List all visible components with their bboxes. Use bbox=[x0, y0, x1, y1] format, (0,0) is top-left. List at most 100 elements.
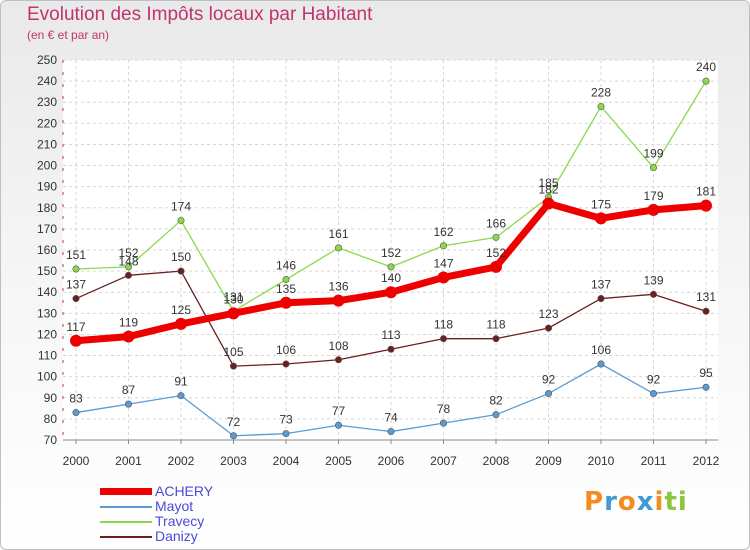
data-point-danizy bbox=[334, 356, 342, 364]
data-label-danizy: 131 bbox=[696, 290, 716, 304]
data-label-mayot: 82 bbox=[489, 394, 503, 408]
data-point-mayot bbox=[702, 383, 710, 391]
data-point-travecy bbox=[492, 233, 500, 241]
data-point-achery bbox=[647, 203, 660, 216]
data-label-travecy: 161 bbox=[328, 227, 348, 241]
y-tick-label: 130 bbox=[37, 306, 57, 320]
y-tick-label: 90 bbox=[44, 391, 58, 405]
legend-label: Danizy bbox=[155, 528, 198, 544]
y-tick-label: 70 bbox=[44, 433, 58, 447]
data-label-danizy: 123 bbox=[538, 307, 558, 321]
legend-swatch bbox=[100, 506, 152, 508]
data-point-danizy bbox=[492, 335, 500, 343]
data-label-danizy: 118 bbox=[486, 318, 505, 332]
data-point-achery bbox=[700, 199, 712, 212]
y-tick-label: 220 bbox=[37, 116, 57, 130]
data-label-mayot: 87 bbox=[122, 383, 136, 397]
data-label-achery: 135 bbox=[276, 282, 296, 296]
x-tick-label: 2000 bbox=[63, 454, 90, 468]
y-tick-label: 160 bbox=[37, 243, 57, 257]
data-label-danizy: 150 bbox=[171, 250, 191, 264]
x-tick-label: 2006 bbox=[378, 454, 405, 468]
data-point-achery bbox=[437, 271, 450, 284]
data-point-danizy bbox=[439, 335, 447, 343]
data-label-achery: 140 bbox=[381, 271, 401, 285]
data-label-travecy: 131 bbox=[223, 290, 243, 304]
data-point-achery bbox=[122, 330, 135, 343]
legend-swatch bbox=[100, 488, 152, 495]
x-tick-label: 2007 bbox=[430, 454, 457, 468]
data-point-achery bbox=[175, 317, 187, 330]
data-point-danizy bbox=[544, 324, 552, 332]
data-label-mayot: 77 bbox=[332, 404, 346, 418]
y-tick-label: 100 bbox=[37, 370, 57, 384]
data-point-achery bbox=[490, 260, 502, 273]
data-label-achery: 136 bbox=[328, 280, 348, 294]
data-label-travecy: 228 bbox=[591, 85, 611, 99]
data-point-mayot bbox=[492, 411, 500, 419]
y-tick-label: 240 bbox=[37, 74, 57, 88]
data-point-mayot bbox=[597, 360, 605, 368]
data-label-danizy: 106 bbox=[276, 343, 296, 357]
y-tick-label: 250 bbox=[37, 53, 57, 67]
data-point-danizy bbox=[282, 360, 290, 368]
data-point-travecy bbox=[72, 265, 80, 273]
data-label-danizy: 137 bbox=[591, 278, 611, 292]
legend-swatch bbox=[100, 521, 152, 523]
y-tick-label: 140 bbox=[37, 285, 57, 299]
x-tick-label: 2001 bbox=[115, 454, 142, 468]
legend-label: Travecy bbox=[155, 513, 205, 529]
data-point-mayot bbox=[282, 430, 290, 438]
data-point-achery bbox=[227, 307, 240, 320]
data-label-mayot: 73 bbox=[279, 413, 293, 427]
data-label-achery: 182 bbox=[538, 183, 558, 197]
data-label-mayot: 92 bbox=[647, 373, 661, 387]
y-tick-label: 110 bbox=[38, 349, 57, 363]
y-tick-label: 180 bbox=[37, 201, 57, 215]
data-point-mayot bbox=[387, 428, 395, 436]
data-point-mayot bbox=[72, 409, 80, 417]
data-label-travecy: 152 bbox=[118, 246, 138, 260]
data-point-travecy bbox=[387, 263, 395, 271]
data-point-danizy bbox=[72, 295, 80, 303]
data-label-achery: 152 bbox=[486, 246, 506, 260]
data-point-travecy bbox=[439, 242, 447, 250]
data-label-achery: 147 bbox=[433, 256, 453, 270]
data-point-travecy bbox=[649, 164, 657, 172]
data-label-travecy: 146 bbox=[276, 259, 296, 273]
data-label-mayot: 83 bbox=[69, 392, 83, 406]
data-point-mayot bbox=[230, 432, 238, 440]
data-label-mayot: 91 bbox=[174, 375, 188, 389]
data-point-travecy bbox=[334, 244, 342, 252]
data-label-danizy: 105 bbox=[223, 345, 243, 359]
data-point-achery bbox=[542, 197, 555, 210]
data-label-achery: 175 bbox=[591, 197, 611, 211]
legend-swatch bbox=[100, 536, 152, 538]
data-point-mayot bbox=[649, 390, 657, 398]
data-label-travecy: 151 bbox=[66, 248, 86, 262]
data-point-danizy bbox=[125, 271, 133, 279]
data-label-travecy: 166 bbox=[486, 216, 506, 230]
legend-label: Mayot bbox=[155, 498, 194, 514]
data-label-danizy: 118 bbox=[434, 318, 453, 332]
data-label-mayot: 95 bbox=[699, 366, 713, 380]
x-tick-label: 2012 bbox=[693, 454, 720, 468]
data-point-mayot bbox=[334, 421, 342, 429]
y-tick-label: 120 bbox=[37, 327, 57, 341]
data-point-danizy bbox=[702, 307, 710, 315]
proxiti-logo: Proxiti bbox=[584, 487, 688, 517]
data-label-achery: 130 bbox=[223, 292, 243, 306]
y-tick-label: 190 bbox=[37, 180, 57, 194]
data-label-mayot: 72 bbox=[227, 415, 241, 429]
data-point-achery bbox=[70, 334, 82, 347]
data-point-danizy bbox=[230, 362, 238, 370]
x-tick-label: 2002 bbox=[168, 454, 195, 468]
legend-label: ACHERY bbox=[155, 483, 214, 499]
chart-title: Evolution des Impôts locaux par Habitant bbox=[27, 4, 373, 25]
chart-subtitle: (en € et par an) bbox=[27, 28, 110, 42]
data-label-danizy: 108 bbox=[328, 339, 348, 353]
data-point-danizy bbox=[387, 345, 395, 353]
data-label-achery: 119 bbox=[119, 316, 138, 330]
data-point-travecy bbox=[702, 77, 710, 85]
